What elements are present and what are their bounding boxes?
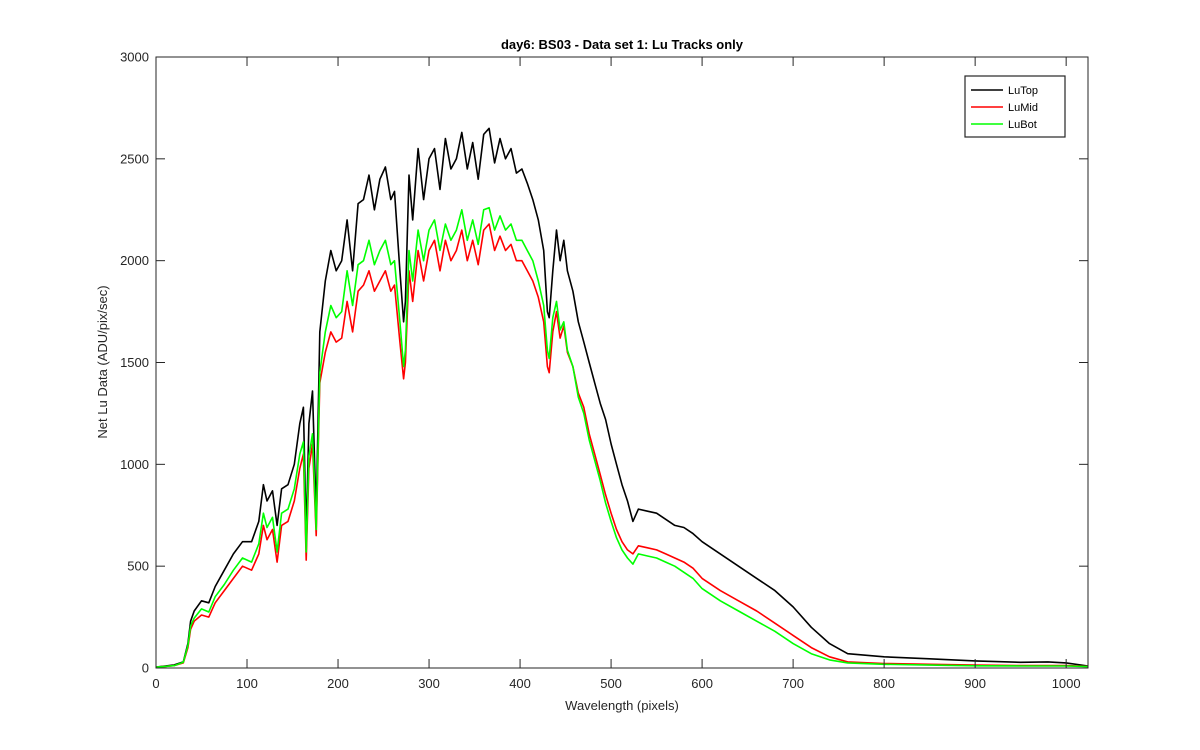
y-tick-label: 500 (127, 559, 149, 574)
legend-label-lubot: LuBot (1008, 119, 1037, 131)
series-layer (155, 127, 1089, 668)
series-line-lumid (155, 223, 1089, 668)
y-axis-label: Net Lu Data (ADU/pix/sec) (95, 285, 110, 438)
series-line-lutop (155, 127, 1089, 668)
x-tick-label: 700 (782, 676, 804, 691)
series-line-lubot (155, 206, 1089, 668)
x-tick-label: 800 (873, 676, 895, 691)
x-tick-label: 200 (327, 676, 349, 691)
legend-label-lumid: LuMid (1008, 102, 1038, 114)
legend-label-lutop: LuTop (1008, 85, 1038, 97)
x-tick-label: 0 (152, 676, 159, 691)
y-tick-label: 0 (142, 661, 149, 676)
y-tick-label: 2500 (120, 151, 149, 166)
plot-frame (155, 56, 1089, 669)
x-tick-label: 900 (964, 676, 986, 691)
y-tick-label: 3000 (120, 50, 149, 65)
ticks-layer: 0 100 200 300 400 500 600 700 800 900 1000 0 500 1000… (120, 50, 1088, 691)
y-tick-label: 2000 (120, 253, 149, 268)
x-axis-label: Wavelength (pixels) (565, 698, 679, 713)
y-tick-label: 1000 (120, 457, 149, 472)
x-tick-label: 300 (418, 676, 440, 691)
x-tick-label: 400 (509, 676, 531, 691)
y-tick-label: 1500 (120, 355, 149, 370)
chart-title: day6: BS03 - Data set 1: Lu Tracks only (501, 37, 744, 52)
x-tick-label: 500 (600, 676, 622, 691)
x-tick-label: 600 (691, 676, 713, 691)
legend: LuTop LuMid LuBot (964, 75, 1066, 138)
x-tick-label: 1000 (1052, 676, 1081, 691)
plot-area (156, 57, 1088, 668)
x-tick-label: 100 (236, 676, 258, 691)
